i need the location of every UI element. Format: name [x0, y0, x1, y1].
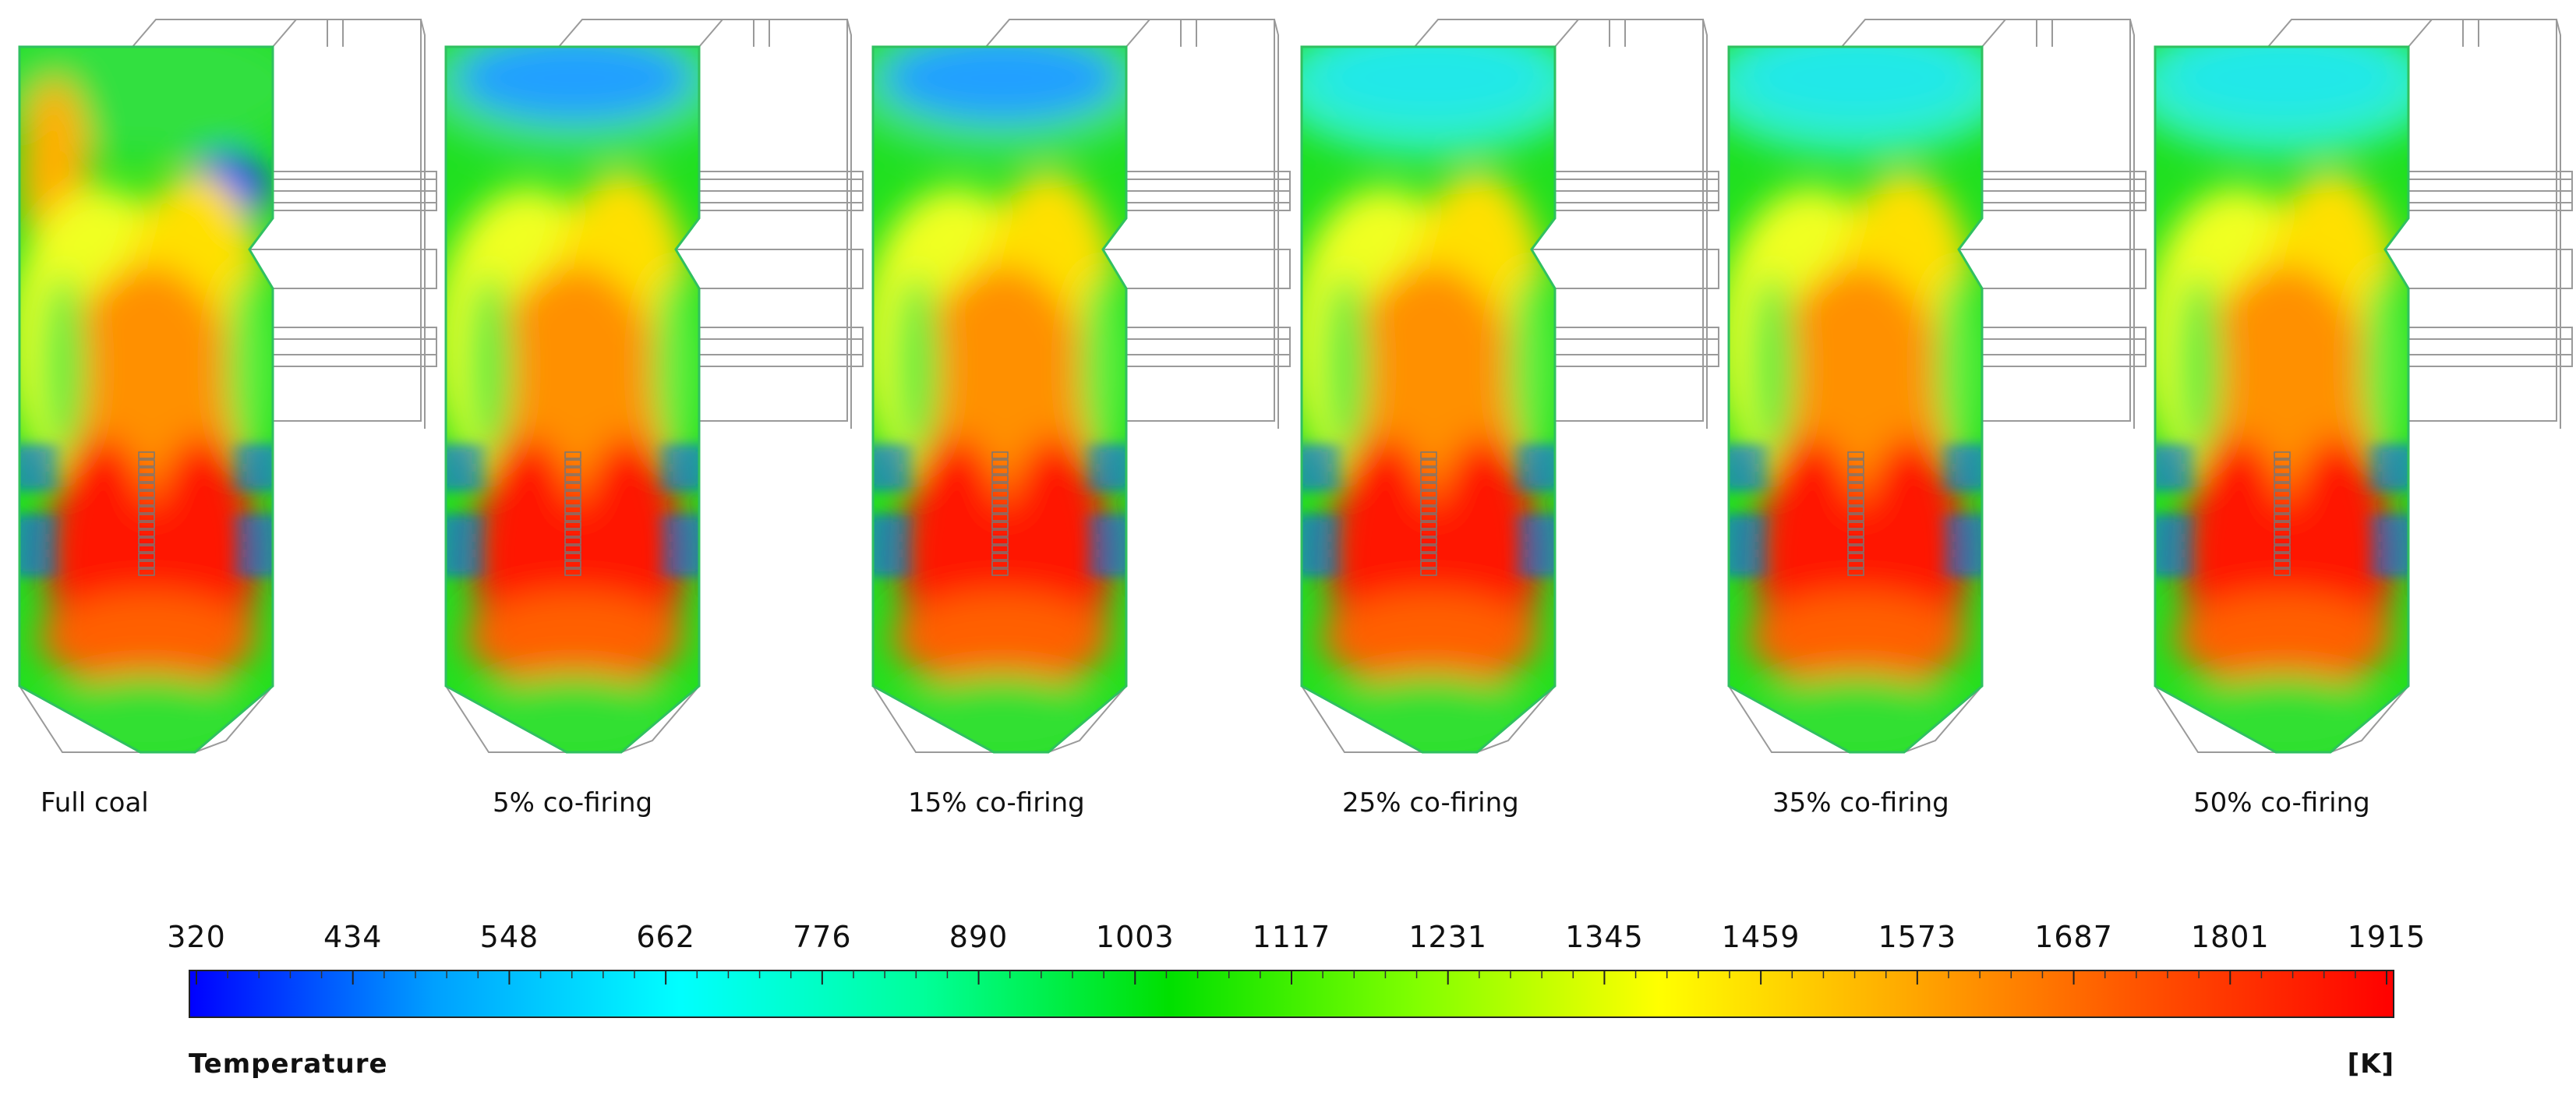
- burner-jets: [1302, 447, 1555, 574]
- burner-column: [1847, 451, 1864, 576]
- colorbar-tick-label: 890: [949, 920, 1009, 954]
- colorbar-gradient: [189, 970, 2394, 1018]
- furnace-contour-panel: [16, 16, 452, 764]
- burner-column: [138, 451, 155, 576]
- temperature-field: [2155, 47, 2408, 752]
- furnace-contour: [1727, 19, 2147, 754]
- colorbar-tick-label: 1915: [2347, 920, 2426, 954]
- burner-column: [2274, 451, 2291, 576]
- furnace-outline: [2154, 45, 2410, 754]
- temperature-field: [446, 47, 699, 752]
- panel-caption: 35% co-firing: [1772, 787, 1949, 818]
- temperature-field: [1729, 47, 1982, 752]
- furnace-contour-panel: [2151, 16, 2576, 764]
- burner-jets: [873, 447, 1126, 574]
- temperature-field: [1302, 47, 1555, 752]
- colorbar-tick-label: 1459: [1721, 920, 1800, 954]
- panel-caption: 50% co-firing: [2193, 787, 2370, 818]
- colorbar-tick-label: 1117: [1252, 920, 1331, 954]
- furnace-outline: [871, 45, 1128, 754]
- colorbar-tick-label: 1003: [1095, 920, 1175, 954]
- burner-jets: [19, 447, 273, 574]
- furnace-contour-panel: [1725, 16, 2161, 764]
- colorbar-tick-label: 662: [636, 920, 695, 954]
- burner-jets: [2155, 447, 2408, 574]
- colorbar-title: Temperature: [189, 1048, 388, 1080]
- furnace-contour: [444, 19, 864, 754]
- colorbar-tick-label: 1231: [1408, 920, 1488, 954]
- temperature-field: [19, 47, 273, 752]
- colorbar-tick-label: 1345: [1565, 920, 1644, 954]
- colorbar-tick-label: 1573: [1878, 920, 1957, 954]
- furnace-outline: [1300, 45, 1557, 754]
- furnace-contour-panel: [869, 16, 1306, 764]
- temperature-colorbar: 320 434 548 662 776 890 1003 1117 1231 1345 1459 15…: [167, 920, 2425, 1091]
- burner-column: [564, 451, 581, 576]
- colorbar-tick-label: 776: [793, 920, 852, 954]
- burner-column: [991, 451, 1009, 576]
- burner-jets: [1729, 447, 1982, 574]
- furnace-contour: [2154, 19, 2573, 754]
- furnace-outline: [18, 45, 274, 754]
- furnace-outline: [444, 45, 701, 754]
- furnace-contour: [18, 19, 437, 754]
- panel-caption: Full coal: [41, 787, 149, 818]
- furnace-outline: [1727, 45, 1984, 754]
- colorbar-tick-label: 1687: [2034, 920, 2113, 954]
- colorbar-tick-label: 548: [479, 920, 539, 954]
- panel-caption: 25% co-firing: [1342, 787, 1519, 818]
- colorbar-tick-label: 1801: [2190, 920, 2270, 954]
- colorbar-unit: [K]: [2347, 1048, 2394, 1080]
- burner-column: [1420, 451, 1437, 576]
- burner-jets: [446, 447, 699, 574]
- colorbar-tick-label: 434: [323, 920, 383, 954]
- panel-caption: 15% co-firing: [908, 787, 1085, 818]
- furnace-contour-panel: [442, 16, 878, 764]
- temperature-field: [873, 47, 1126, 752]
- colorbar-tick-label: 320: [167, 920, 226, 954]
- furnace-contour-panel: [1298, 16, 1734, 764]
- panel-caption: 5% co-firing: [493, 787, 653, 818]
- furnace-contour: [871, 19, 1291, 754]
- furnace-contour: [1300, 19, 1719, 754]
